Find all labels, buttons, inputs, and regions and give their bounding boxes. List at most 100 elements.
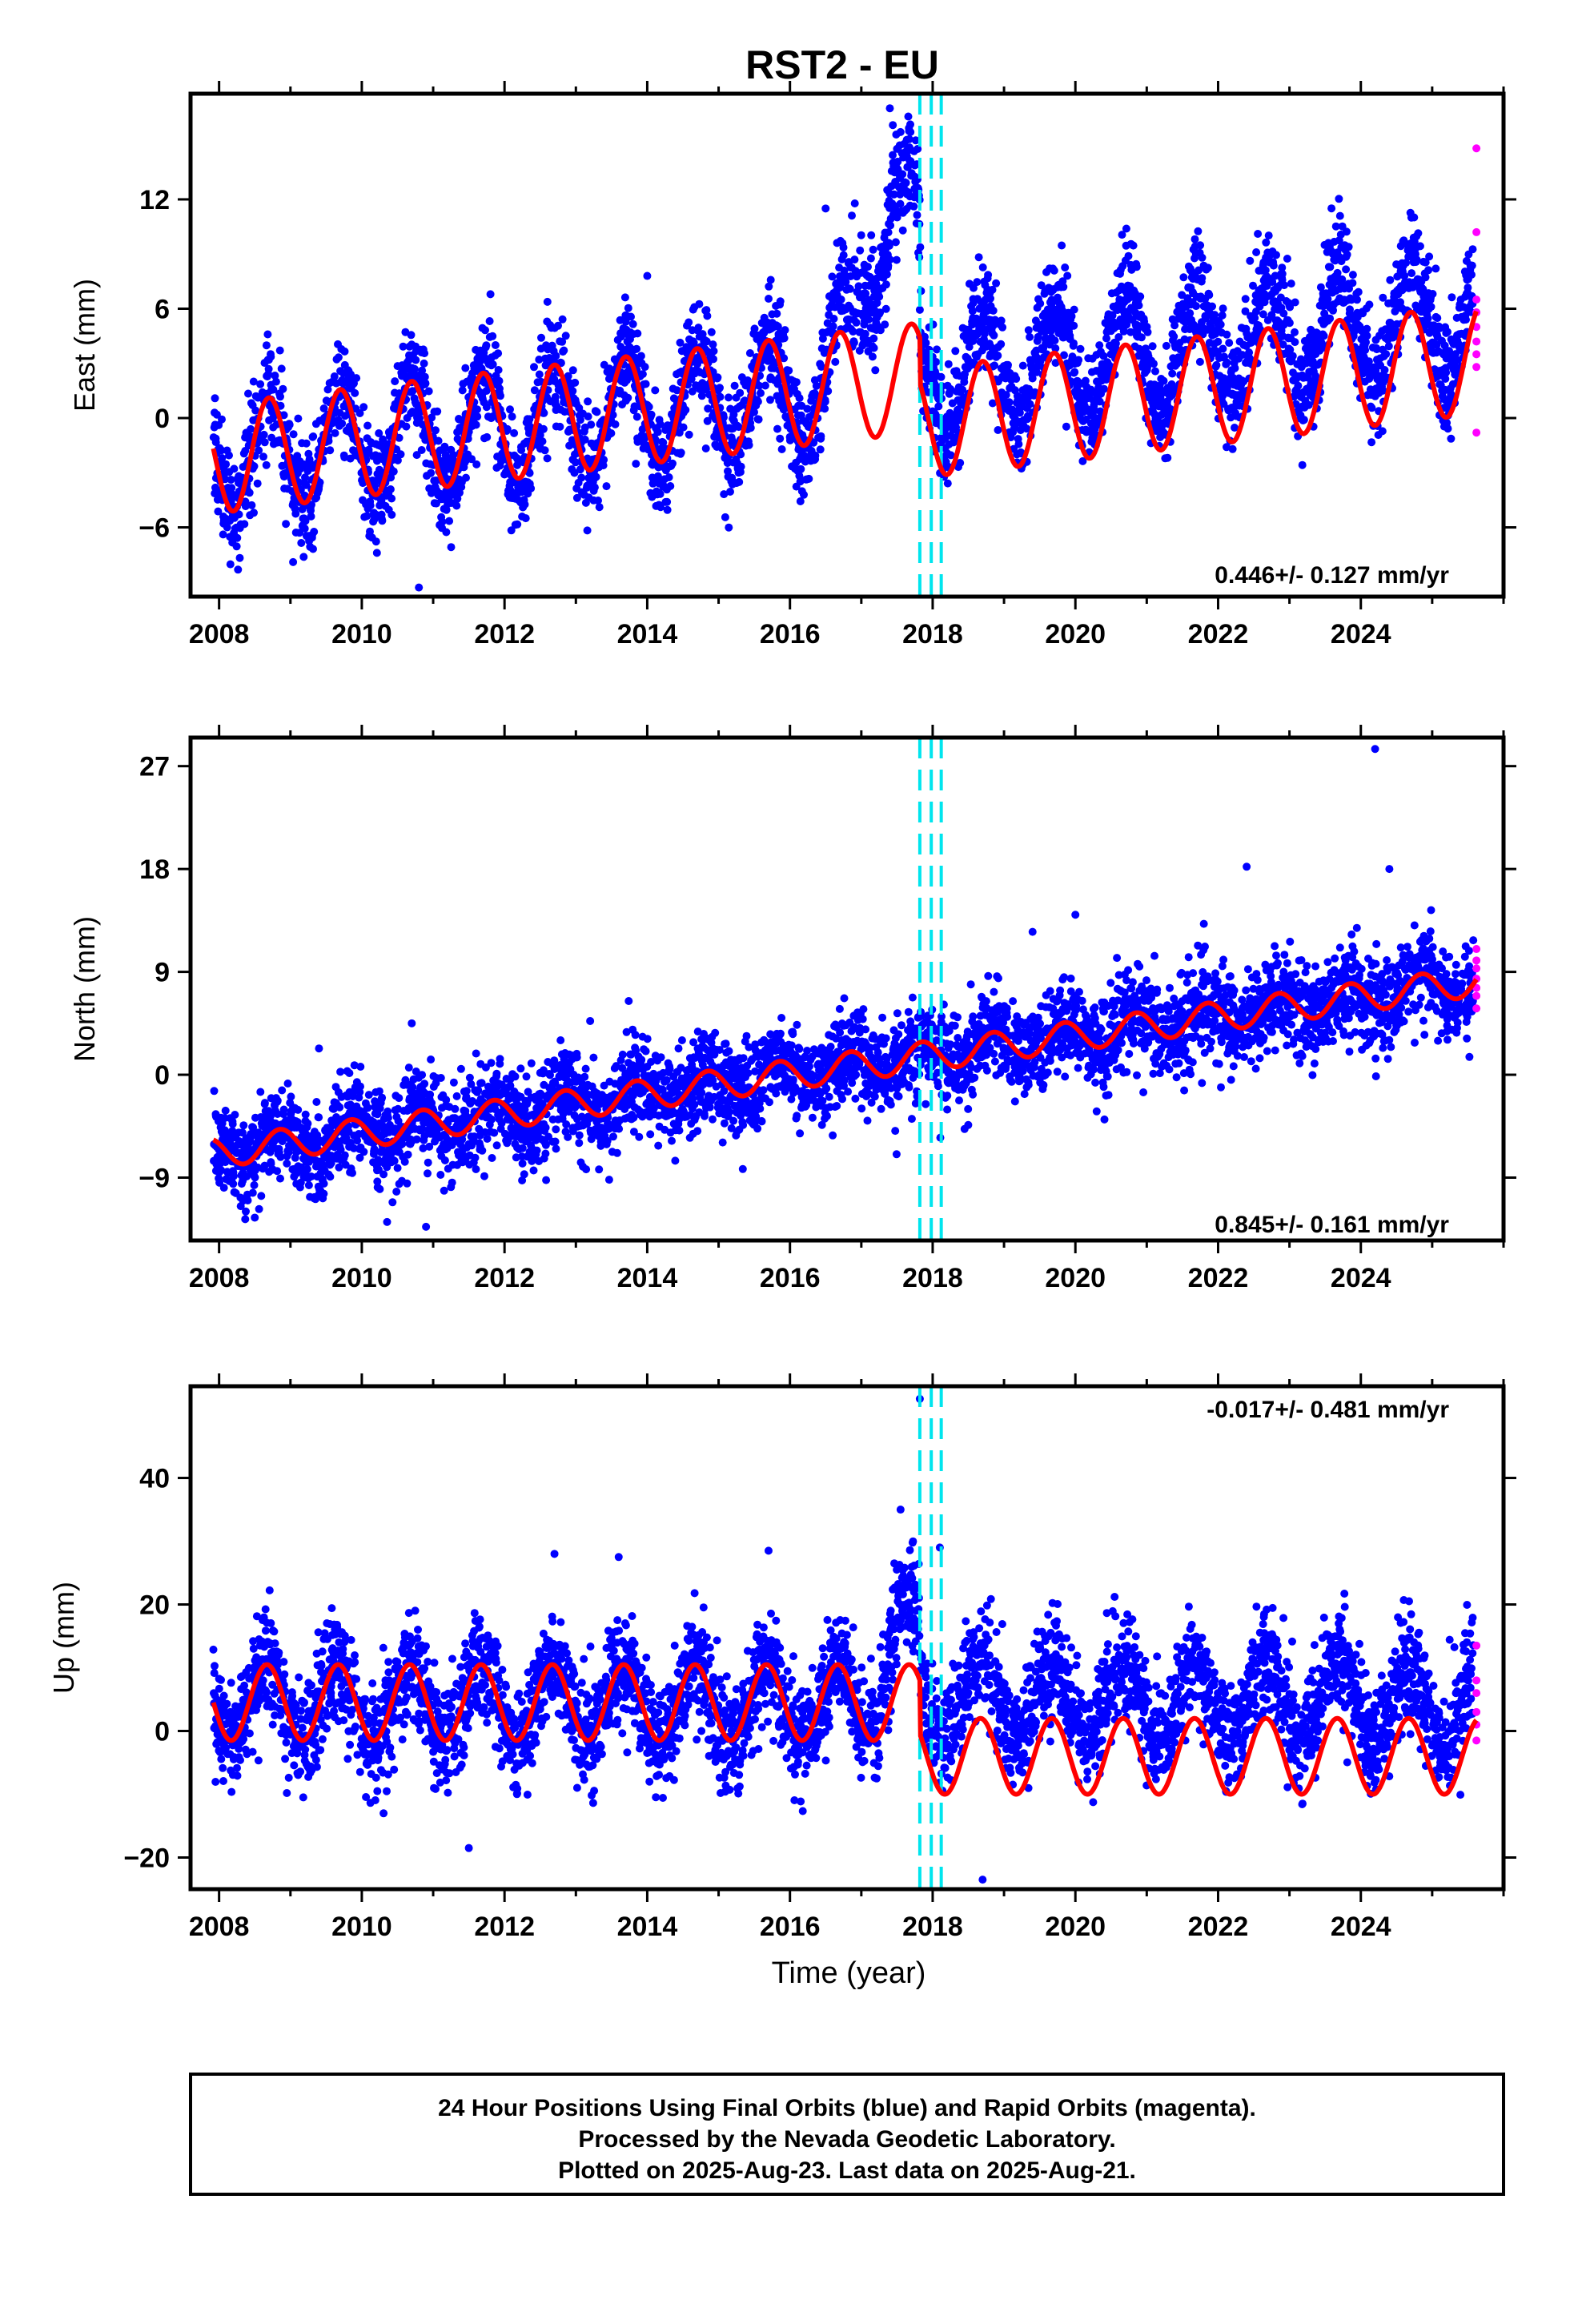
data-point: [451, 483, 460, 492]
data-point: [1186, 309, 1195, 318]
data-point: [1067, 312, 1076, 320]
data-point: [294, 414, 303, 423]
data-point: [1386, 275, 1395, 284]
data-point: [488, 412, 497, 420]
data-point: [673, 386, 681, 395]
data-point: [393, 1164, 402, 1172]
data-point: [275, 346, 284, 355]
data-point: [279, 1105, 288, 1114]
data-point: [421, 379, 430, 388]
data-point: [348, 1168, 356, 1177]
data-point: [301, 473, 309, 482]
data-point: [904, 112, 913, 121]
data-point: [404, 1150, 412, 1159]
data-point: [1028, 374, 1037, 383]
data-point: [737, 462, 745, 471]
rapid-point: [1472, 363, 1481, 372]
data-point: [307, 512, 315, 521]
data-point: [447, 543, 456, 552]
data-point: [1231, 424, 1239, 432]
data-point: [1102, 334, 1110, 343]
data-point: [624, 393, 632, 402]
data-point: [1423, 314, 1432, 323]
data-point: [222, 460, 231, 468]
data-point: [307, 501, 315, 509]
data-point: [359, 1148, 368, 1156]
data-point: [636, 352, 645, 360]
data-point: [221, 475, 230, 484]
outlier-point: [885, 104, 894, 113]
data-point: [795, 394, 804, 403]
x-tick-label: 2022: [1188, 619, 1249, 649]
data-point: [1059, 283, 1068, 292]
data-point: [856, 246, 865, 255]
x-tick-label: 2018: [902, 619, 963, 649]
final-orbit-points: [209, 104, 1477, 592]
data-point: [816, 445, 825, 454]
data-point: [420, 372, 429, 381]
data-point: [418, 366, 427, 375]
data-point: [753, 397, 762, 406]
data-point: [817, 363, 825, 371]
data-point: [1168, 315, 1177, 324]
data-point: [1219, 304, 1227, 313]
data-point: [279, 411, 288, 420]
data-point: [308, 464, 317, 472]
data-point: [632, 412, 641, 421]
data-point: [1018, 361, 1027, 370]
data-point: [1447, 434, 1456, 443]
data-point: [1099, 352, 1108, 360]
data-point: [412, 451, 421, 460]
data-point: [1076, 344, 1085, 353]
data-point: [445, 517, 454, 525]
data-point: [1095, 341, 1104, 350]
data-point: [1298, 460, 1307, 469]
data-point: [1468, 261, 1476, 270]
data-point: [640, 363, 649, 372]
data-point: [1291, 328, 1299, 336]
data-point: [583, 526, 592, 535]
data-point: [1051, 359, 1060, 368]
data-point: [828, 272, 837, 281]
data-point: [633, 437, 642, 446]
data-point: [685, 430, 693, 439]
data-point: [861, 289, 870, 298]
data-point: [242, 1207, 250, 1216]
data-point: [850, 255, 859, 264]
data-point: [773, 309, 781, 318]
data-point: [309, 545, 317, 553]
data-point: [709, 340, 717, 349]
data-point: [233, 533, 242, 542]
data-point: [388, 1198, 397, 1207]
data-point: [821, 404, 829, 413]
x-tick-label: 2012: [474, 619, 535, 649]
data-point: [291, 509, 300, 518]
data-point: [402, 422, 411, 431]
data-point: [262, 460, 271, 469]
data-point: [726, 404, 735, 413]
data-point: [1132, 263, 1141, 271]
data-point: [780, 334, 789, 343]
data-point: [1203, 263, 1212, 272]
data-point: [1285, 319, 1294, 328]
data-point: [946, 384, 955, 393]
data-point: [754, 415, 763, 424]
data-point: [839, 243, 848, 251]
data-point: [850, 199, 859, 207]
data-point: [391, 377, 400, 386]
data-point: [527, 484, 536, 493]
data-point: [776, 434, 785, 443]
data-point: [218, 415, 226, 424]
data-point: [1283, 255, 1291, 263]
data-point: [1004, 360, 1012, 369]
data-point: [1078, 456, 1087, 465]
data-point: [773, 322, 782, 331]
data-point: [617, 332, 625, 341]
data-point: [869, 334, 878, 343]
data-point: [781, 326, 789, 335]
data-point: [746, 424, 755, 432]
data-point: [776, 297, 785, 306]
data-point: [849, 328, 857, 336]
data-point: [1148, 342, 1157, 351]
data-point: [1367, 404, 1376, 412]
